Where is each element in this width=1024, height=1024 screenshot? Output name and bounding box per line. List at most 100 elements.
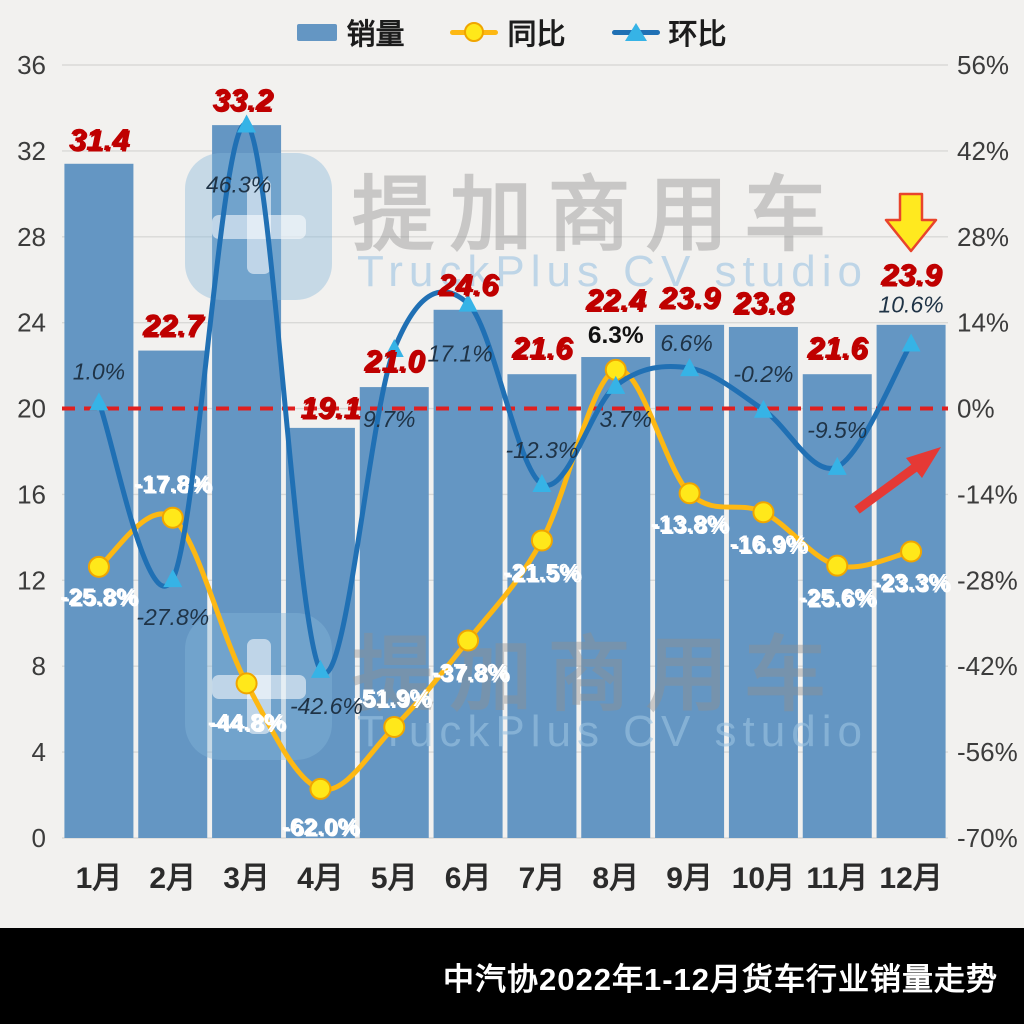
mom-marker [680, 358, 700, 377]
yoy-point-label-shadow: -21.5% [505, 561, 583, 588]
legend-item-sales: 销量 [297, 11, 404, 53]
sales-bar-9月 [655, 324, 725, 838]
yoy-point-label: -13.8% [651, 511, 729, 538]
yoy-point-label-shadow: -13.8% [652, 513, 730, 540]
watermark-subtitle: TruckPlus CV studio [357, 247, 868, 296]
sales-value-label: 22.7 [142, 308, 205, 343]
legend-item-yoy: 同比 [450, 11, 566, 53]
left-axis-tick: 16 [17, 479, 46, 509]
x-axis-label: 9月 [666, 862, 713, 895]
yoy-point-label: -25.8% [60, 584, 138, 611]
sales-value-label-shadow: 21.6 [512, 332, 574, 367]
right-axis-tick: 28% [957, 222, 1009, 252]
sales-value-label-shadow: 23.8 [734, 287, 796, 322]
right-axis-tick: 14% [957, 308, 1009, 338]
right-axis-tick: 0% [957, 394, 995, 424]
mom-point-label: -27.8% [136, 604, 209, 630]
sales-bar-7月 [507, 374, 577, 838]
sales-bar-1月 [64, 163, 134, 838]
x-axis-label: 12月 [879, 862, 942, 895]
sales-legend-swatch-icon [297, 23, 338, 41]
yoy-point-label: 6.3% [588, 322, 644, 349]
mom-point-label: 6.6% [660, 330, 712, 356]
sales-value-label-shadow: 22.4 [586, 284, 647, 319]
sales-value-label-shadow: 24.6 [439, 269, 501, 304]
mom-point-label: 1.0% [73, 358, 125, 384]
mom-point-label: -0.2% [733, 361, 793, 387]
mom-point-label: 17.1% [427, 341, 492, 367]
mom-marker [458, 293, 478, 312]
mom-marker [163, 569, 183, 588]
sales-value-label-shadow: 22.7 [143, 309, 206, 344]
left-axis-tick: 12 [17, 565, 46, 595]
yoy-point-label-shadow: -16.9% [731, 533, 809, 560]
mom-point-label: -9.5% [807, 417, 867, 443]
watermark-brand: 提加商用车 [352, 630, 842, 721]
yoy-point-label-shadow: -44.8% [209, 711, 287, 738]
yoy-marker [752, 501, 775, 524]
yoy-point-label: -44.8% [208, 709, 286, 736]
left-axis-tick: 8 [32, 651, 46, 681]
yoy-point-label-shadow: -37.8% [433, 661, 511, 688]
sales-bar-6月 [433, 309, 503, 838]
x-axis-label: 8月 [592, 862, 639, 895]
mom-marker [384, 339, 404, 358]
yoy-marker [530, 529, 553, 552]
sales-value-label: 23.8 [732, 285, 794, 320]
sales-value-label: 23.9 [658, 280, 720, 315]
yoy-point-label: -51.9% [353, 685, 431, 712]
watermark-logo-cross [212, 215, 306, 239]
yoy-marker [161, 506, 184, 529]
yoy-point-label: -62.0% [282, 814, 360, 841]
left-axis-tick: 24 [17, 308, 46, 338]
mom-marker [606, 375, 626, 394]
x-axis-label: 2月 [149, 862, 196, 895]
sales-value-label: 24.6 [437, 267, 499, 302]
yoy-marker [235, 672, 258, 695]
left-axis-tick: 4 [32, 737, 46, 767]
mom-point-label: 46.3% [206, 172, 271, 198]
sales-value-label-shadow: 21.6 [808, 332, 870, 367]
yoy-point-label-shadow: -17.8% [136, 473, 214, 500]
x-axis-label: 7月 [519, 862, 566, 895]
right-axis-tick: -70% [957, 823, 1018, 853]
mom-point-label: 9.7% [363, 406, 415, 432]
left-axis-tick: 32 [17, 136, 46, 166]
mom-marker [753, 399, 773, 418]
yoy-legend-line-circle-icon [450, 21, 499, 43]
yoy-point-label-shadow: -23.3% [874, 571, 952, 598]
yoy-point-label: -23.3% [872, 569, 950, 596]
mom-marker [89, 392, 109, 411]
yoy-point-label-shadow: -25.8% [62, 586, 140, 613]
mom-marker [310, 659, 330, 678]
mom-marker [901, 333, 921, 352]
mom-marker [237, 114, 257, 133]
sales-value-label-shadow: 33.2 [214, 84, 274, 119]
footer-bar: 中汽协2022年1-12月货车行业销量走势 [0, 928, 1024, 1024]
mom-point-label: -12.3% [505, 437, 578, 463]
yoy-point-label-shadow: -25.6% [800, 586, 878, 613]
mom-point-label: 10.6% [878, 292, 943, 318]
yoy-point-label-shadow: -51.9% [355, 687, 433, 714]
x-axis-label: 4月 [297, 862, 344, 895]
legend-label-yoy: 同比 [507, 19, 566, 51]
yoy-point-label: -37.8% [431, 659, 509, 686]
yoy-marker [309, 777, 332, 800]
chart-title: 中汽协2022年1-12月货车行业销量走势 [442, 961, 998, 997]
right-axis-tick: -14% [957, 479, 1018, 509]
yoy-point-label: -16.9% [730, 531, 808, 558]
yoy-point-label: -21.5% [503, 559, 581, 586]
left-axis-tick: 36 [17, 50, 46, 80]
sales-value-label-shadow: 21.0 [365, 345, 426, 380]
sales-value-label: 21.6 [806, 330, 868, 365]
right-axis-tick: 42% [957, 136, 1009, 166]
sales-value-label: 33.2 [212, 82, 272, 117]
up-trend-arrow-annotation [854, 462, 920, 514]
yoy-point-label-shadow: -62.0% [283, 816, 361, 843]
x-axis-label: 3月 [223, 862, 270, 895]
mom-line [96, 121, 914, 676]
yoy-marker [383, 715, 406, 738]
right-axis-tick: -42% [957, 651, 1018, 681]
